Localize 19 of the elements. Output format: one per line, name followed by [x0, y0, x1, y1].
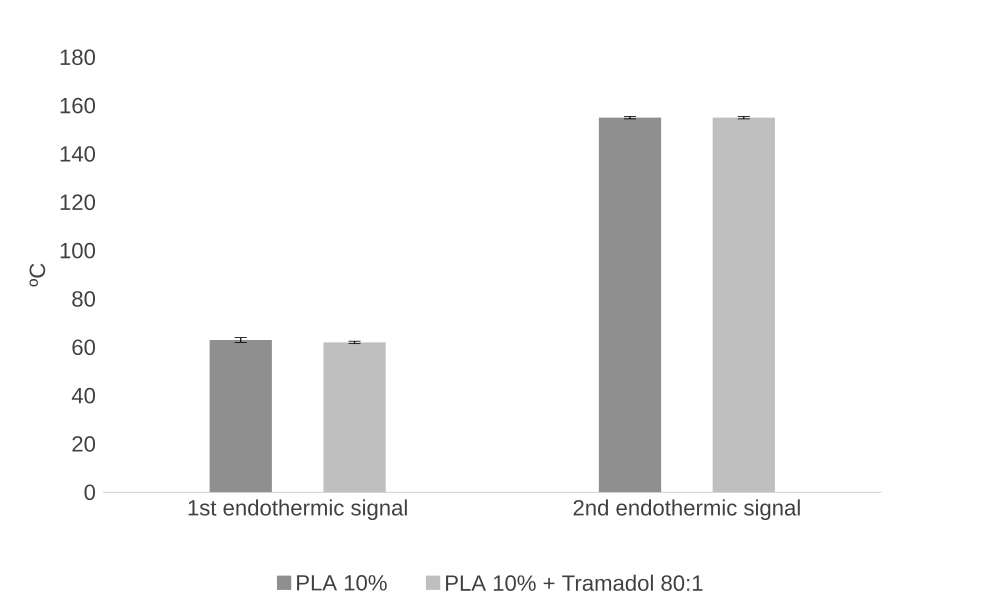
- bar: [712, 118, 775, 492]
- y-tick-label: 20: [72, 436, 96, 452]
- legend-label: PLA 10% + Tramadol 80:1: [446, 574, 702, 592]
- y-axis-title: ºC: [30, 264, 46, 287]
- bar: [598, 118, 662, 492]
- y-tick-label: 80: [72, 291, 96, 307]
- y-tick-label: 40: [72, 388, 96, 404]
- y-tick-label: 160: [60, 98, 96, 114]
- y-tick-label: 60: [72, 340, 96, 356]
- x-tick-label: 2nd endothermic signal: [574, 500, 800, 520]
- bar: [210, 340, 272, 492]
- bar: [323, 342, 386, 492]
- y-tick-label: 180: [60, 50, 96, 66]
- x-tick-label: 1st endothermic signal: [188, 500, 407, 520]
- y-tick-label: 0: [84, 484, 96, 500]
- y-tick-label: 120: [60, 194, 96, 210]
- legend-label: PLA 10%: [297, 575, 387, 591]
- y-tick-label: 140: [60, 146, 96, 162]
- y-tick-label: 100: [60, 242, 96, 259]
